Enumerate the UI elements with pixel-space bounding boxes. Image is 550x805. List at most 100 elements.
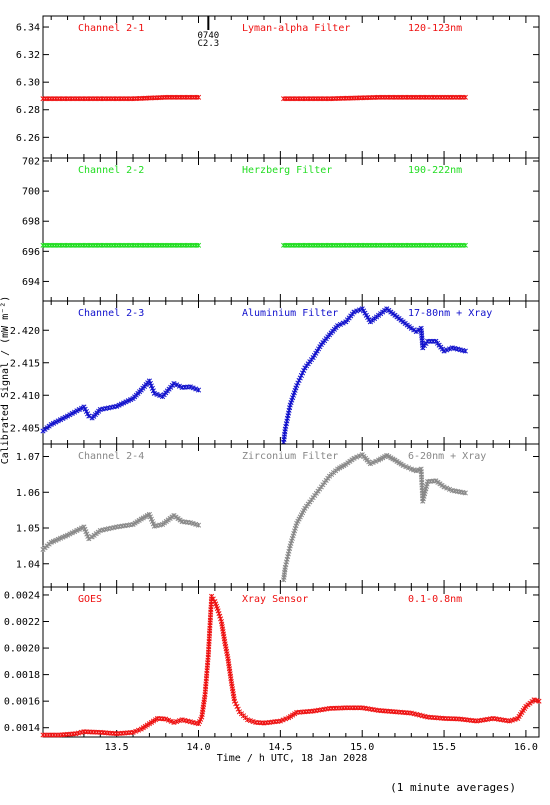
data-point <box>195 94 202 100</box>
panel-band-label: 0.1-0.8nm <box>408 594 462 605</box>
panel-filter-label: Aluminium Filter <box>242 308 338 319</box>
data-point <box>356 307 363 313</box>
data-point <box>187 384 193 390</box>
series-segment-1 <box>40 593 542 738</box>
data-point <box>406 465 412 471</box>
panel-filter-label: Herzberg Filter <box>242 165 332 176</box>
y-tick-label: 6.28 <box>16 105 40 116</box>
panel-filter-label: Xray Sensor <box>242 594 308 605</box>
data-point <box>462 490 468 496</box>
x-tick-label: 16.0 <box>514 742 538 753</box>
y-tick-label: 6.30 <box>16 78 40 89</box>
y-tick-label: 0.0014 <box>4 723 40 734</box>
panel-band-label: 120-123nm <box>408 23 462 34</box>
series-segment-2 <box>281 94 468 102</box>
series-segment-2 <box>281 306 468 445</box>
data-point <box>165 717 172 723</box>
panel-1: 6.26 6.28 6.30 6.32 6.34 Channel 2-1 Lyman-alp… <box>16 15 540 159</box>
data-point <box>283 716 289 722</box>
data-point <box>174 382 180 388</box>
x-tick-label: 15.0 <box>350 742 374 753</box>
y-tick-label: 698 <box>22 217 40 228</box>
data-point <box>163 716 169 722</box>
data-point <box>130 729 136 735</box>
y-tick-label: 696 <box>22 247 40 258</box>
data-point <box>86 413 92 419</box>
panel-filter-label: Zirconium Filter <box>242 451 338 462</box>
y-tick-label: 0.0018 <box>4 670 40 681</box>
panel-channel-label: Channel 2-3 <box>78 308 144 319</box>
averaging-note: (1 minute averages) <box>390 781 516 794</box>
data-point <box>195 387 202 393</box>
y-tick-label: 6.26 <box>16 133 40 144</box>
y-tick-label: 2.420 <box>10 326 40 337</box>
data-point <box>403 464 409 470</box>
y-tick-label: 0.0024 <box>4 590 40 601</box>
data-point <box>370 459 376 466</box>
panel-frame <box>42 443 540 588</box>
data-point <box>354 308 360 314</box>
x-tick-label: 14.0 <box>186 742 210 753</box>
data-point <box>337 321 343 327</box>
y-tick-label: 6.34 <box>16 23 40 34</box>
data-point <box>151 390 157 396</box>
panel-channel-label: Channel 2-2 <box>78 165 144 176</box>
x-tick-label: 13.5 <box>105 742 129 753</box>
series-segment-1 <box>40 242 202 248</box>
data-point <box>133 728 139 734</box>
panel-band-label: 6-20nm + Xray <box>408 451 486 462</box>
data-point <box>190 385 196 391</box>
panel-frame <box>42 300 540 445</box>
data-point <box>411 327 417 333</box>
data-point <box>356 453 363 459</box>
series-segment-1 <box>40 511 202 553</box>
data-point <box>408 325 414 331</box>
data-point <box>413 328 419 335</box>
y-tick-label: 702 <box>22 157 40 168</box>
panel-2: 694 696 698 700 702 Channel 2-2 Herzberg Filte… <box>22 157 540 302</box>
data-point <box>135 727 142 733</box>
data-point <box>168 718 174 724</box>
data-point <box>446 486 453 492</box>
flare-time-label: 0740 <box>197 31 219 41</box>
series-segment-1 <box>40 378 202 434</box>
panel-4: 1.04 1.05 1.06 1.07 Channel 2-4 Zirconium Fil… <box>16 443 540 588</box>
y-axis-label: Calibrated Signal / (mW m⁻²) <box>0 296 11 465</box>
x-tick-label: 15.5 <box>432 742 456 753</box>
x-axis-label: Time / h UTC, 18 Jan 2028 <box>217 753 368 764</box>
panel-frame <box>42 157 540 302</box>
y-tick-label: 2.415 <box>10 358 40 369</box>
data-point <box>536 698 542 704</box>
panel-band-label: 190-222nm <box>408 165 462 176</box>
panel-frame <box>42 15 540 159</box>
data-point <box>351 455 357 461</box>
data-point <box>351 309 357 315</box>
y-tick-label: 2.405 <box>10 423 40 434</box>
data-point <box>195 242 202 248</box>
data-point <box>441 348 447 354</box>
y-tick-label: 1.04 <box>16 559 40 570</box>
data-point <box>400 462 406 469</box>
data-point <box>86 536 92 542</box>
series-segment-2 <box>281 242 468 248</box>
data-point <box>193 386 199 392</box>
panel-channel-label: GOES <box>78 594 102 605</box>
x-tick-label: 14.5 <box>268 742 292 753</box>
data-point <box>367 461 373 467</box>
y-tick-label: 694 <box>22 277 40 288</box>
data-point <box>444 347 450 353</box>
y-tick-label: 0.0022 <box>4 617 40 628</box>
data-point <box>176 383 182 389</box>
data-point <box>157 392 163 399</box>
panel-filter-label: Lyman-alpha Filter <box>242 23 350 34</box>
data-point <box>462 94 468 100</box>
panel-channel-label: Channel 2-4 <box>78 451 144 462</box>
panel-band-label: 17-80nm + Xray <box>408 308 492 319</box>
data-point <box>441 484 447 490</box>
data-point <box>154 391 160 397</box>
data-point <box>446 346 453 352</box>
data-point <box>171 380 177 387</box>
panel-frame <box>42 586 540 738</box>
